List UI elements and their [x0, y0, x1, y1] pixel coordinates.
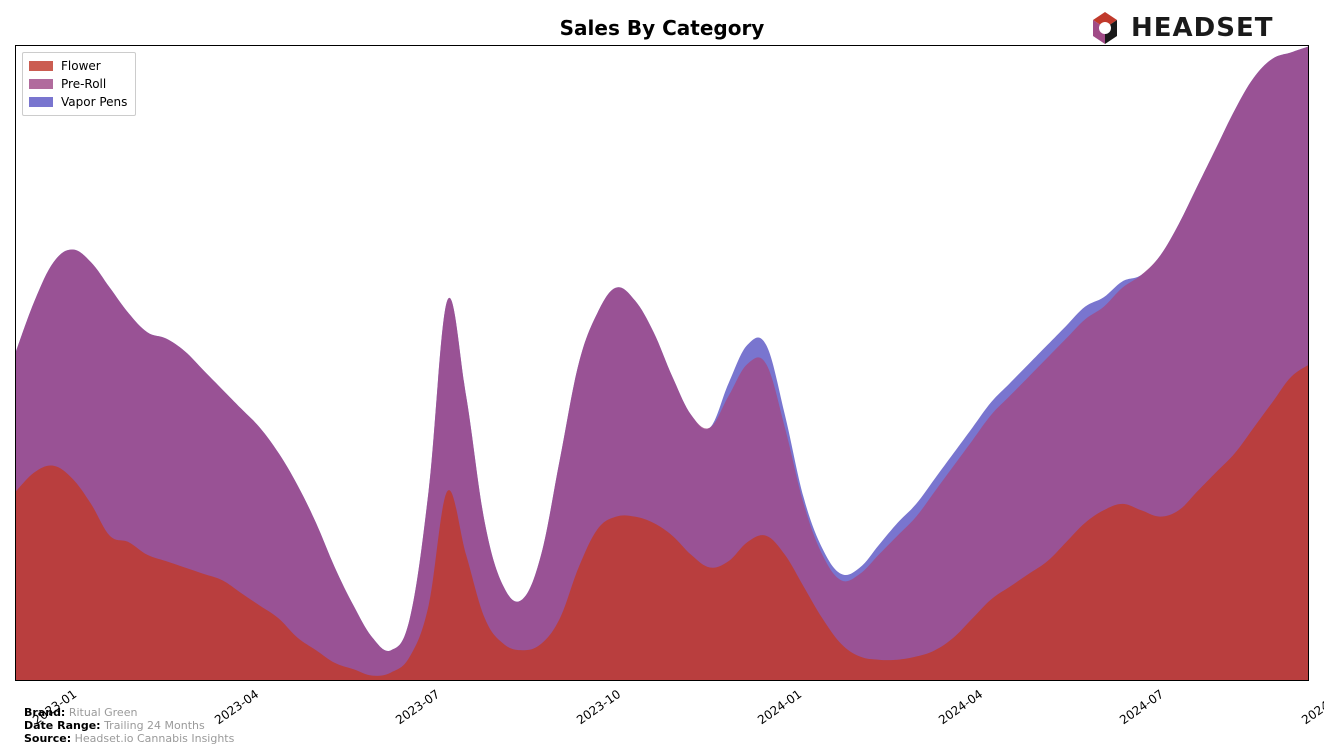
brand-logo-text: HEADSET	[1131, 13, 1273, 43]
plot-area	[15, 45, 1309, 681]
footer-value: Trailing 24 Months	[104, 719, 205, 732]
area-chart-svg	[16, 46, 1309, 681]
legend-label: Pre-Roll	[61, 77, 106, 91]
legend-item-preroll: Pre-Roll	[29, 75, 127, 93]
x-tick-label: 2023-10	[574, 687, 623, 727]
footer-value: Ritual Green	[69, 706, 138, 719]
headset-logo-icon	[1085, 8, 1125, 48]
x-tick-label: 2023-07	[393, 687, 442, 727]
footer-label: Brand:	[24, 706, 65, 719]
x-tick-label: 2024-01	[755, 687, 804, 727]
legend-item-flower: Flower	[29, 57, 127, 75]
footer-line-source: Source: Headset.io Cannabis Insights	[24, 732, 234, 745]
legend-swatch	[29, 97, 53, 107]
legend-label: Vapor Pens	[61, 95, 127, 109]
legend: Flower Pre-Roll Vapor Pens	[22, 52, 136, 116]
chart-container: { "chart": { "type": "area", "title": "S…	[0, 0, 1324, 748]
legend-label: Flower	[61, 59, 101, 73]
footer-label: Date Range:	[24, 719, 101, 732]
legend-swatch	[29, 61, 53, 71]
footer-label: Source:	[24, 732, 71, 745]
x-tick-label: 2024-10	[1299, 687, 1324, 727]
legend-item-vaporpens: Vapor Pens	[29, 93, 127, 111]
footer-line-daterange: Date Range: Trailing 24 Months	[24, 719, 234, 732]
x-tick-label: 2024-04	[936, 687, 985, 727]
footer-value: Headset.io Cannabis Insights	[75, 732, 235, 745]
chart-footer: Brand: Ritual Green Date Range: Trailing…	[24, 706, 234, 745]
brand-logo: HEADSET	[1085, 8, 1273, 48]
x-tick-label: 2024-07	[1117, 687, 1166, 727]
legend-swatch	[29, 79, 53, 89]
footer-line-brand: Brand: Ritual Green	[24, 706, 234, 719]
